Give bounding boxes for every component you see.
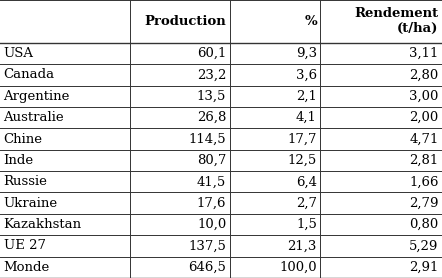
Text: Chine: Chine bbox=[4, 133, 42, 145]
Text: Rendement
(t/ha): Rendement (t/ha) bbox=[354, 8, 438, 35]
Text: 17,7: 17,7 bbox=[287, 133, 317, 145]
Text: 3,6: 3,6 bbox=[296, 68, 317, 81]
Text: 0,80: 0,80 bbox=[409, 218, 438, 231]
Text: Argentine: Argentine bbox=[4, 90, 70, 103]
Text: 2,00: 2,00 bbox=[409, 111, 438, 124]
Text: 17,6: 17,6 bbox=[197, 197, 226, 210]
Text: 41,5: 41,5 bbox=[197, 175, 226, 188]
Text: Australie: Australie bbox=[4, 111, 64, 124]
Text: 646,5: 646,5 bbox=[188, 261, 226, 274]
Text: 100,0: 100,0 bbox=[279, 261, 317, 274]
Text: %: % bbox=[304, 15, 317, 28]
Text: 5,29: 5,29 bbox=[409, 239, 438, 252]
Text: Ukraine: Ukraine bbox=[4, 197, 57, 210]
Text: UE 27: UE 27 bbox=[4, 239, 46, 252]
Text: Inde: Inde bbox=[4, 154, 34, 167]
Text: 26,8: 26,8 bbox=[197, 111, 226, 124]
Text: USA: USA bbox=[4, 47, 34, 60]
Text: 1,66: 1,66 bbox=[409, 175, 438, 188]
Text: Kazakhstan: Kazakhstan bbox=[4, 218, 82, 231]
Text: Russie: Russie bbox=[4, 175, 47, 188]
Text: 4,1: 4,1 bbox=[296, 111, 317, 124]
Text: 114,5: 114,5 bbox=[189, 133, 226, 145]
Text: Canada: Canada bbox=[4, 68, 55, 81]
Text: 23,2: 23,2 bbox=[197, 68, 226, 81]
Text: Monde: Monde bbox=[4, 261, 50, 274]
Text: 2,81: 2,81 bbox=[409, 154, 438, 167]
Text: 2,91: 2,91 bbox=[409, 261, 438, 274]
Text: 2,1: 2,1 bbox=[296, 90, 317, 103]
Text: 80,7: 80,7 bbox=[197, 154, 226, 167]
Text: 10,0: 10,0 bbox=[197, 218, 226, 231]
Text: 6,4: 6,4 bbox=[296, 175, 317, 188]
Text: 2,7: 2,7 bbox=[296, 197, 317, 210]
Text: 12,5: 12,5 bbox=[288, 154, 317, 167]
Text: 2,79: 2,79 bbox=[409, 197, 438, 210]
Text: 3,00: 3,00 bbox=[409, 90, 438, 103]
Text: 4,71: 4,71 bbox=[409, 133, 438, 145]
Text: 2,80: 2,80 bbox=[409, 68, 438, 81]
Text: 60,1: 60,1 bbox=[197, 47, 226, 60]
Text: 21,3: 21,3 bbox=[288, 239, 317, 252]
Text: 137,5: 137,5 bbox=[188, 239, 226, 252]
Text: 9,3: 9,3 bbox=[296, 47, 317, 60]
Text: 3,11: 3,11 bbox=[409, 47, 438, 60]
Text: 13,5: 13,5 bbox=[197, 90, 226, 103]
Text: Production: Production bbox=[145, 15, 226, 28]
Text: 1,5: 1,5 bbox=[296, 218, 317, 231]
